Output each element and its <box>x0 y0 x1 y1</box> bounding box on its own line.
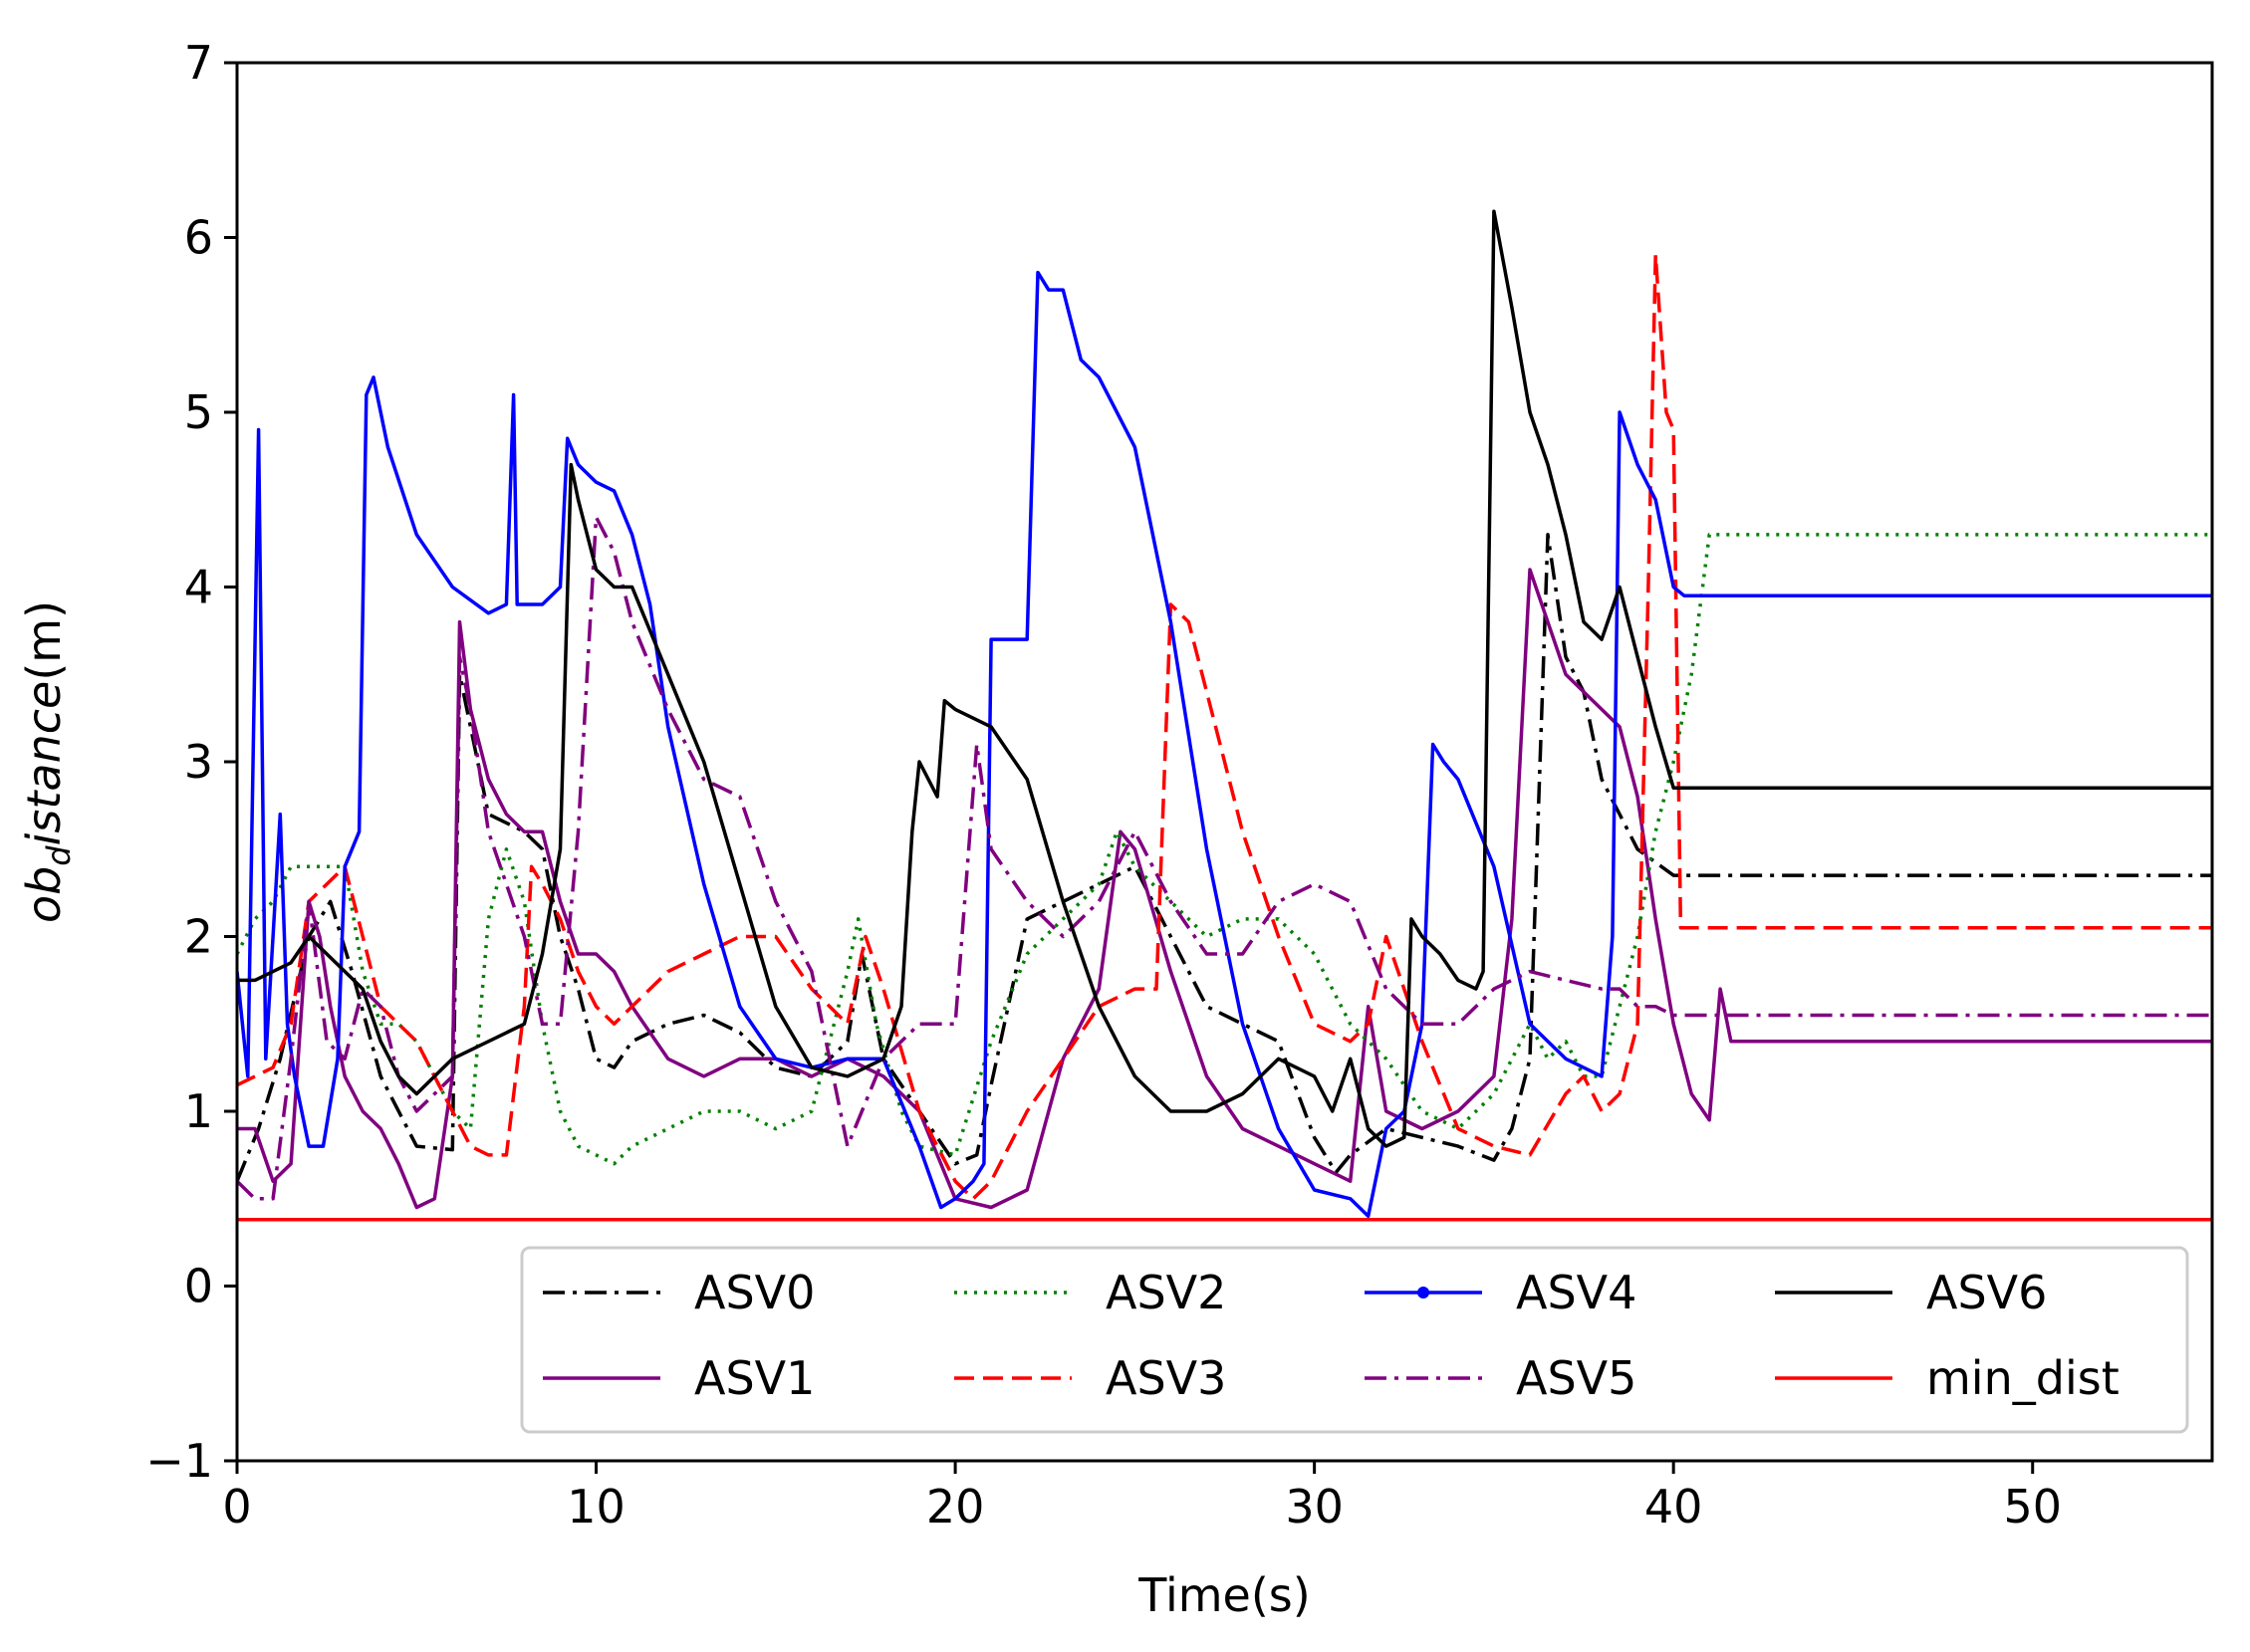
y-axis-label: obdistance(m) <box>17 600 78 923</box>
legend: ASV0 ASV1 ASV2 ASV3 ASV4 ASV5 ASV6 min_dist <box>520 1246 2189 1434</box>
x-tick-label: 10 <box>567 1480 625 1534</box>
y-tick-label: 5 <box>184 385 213 439</box>
series-line-asv1 <box>237 568 2212 1210</box>
legend-entry-asv2: ASV2 <box>954 1266 1226 1319</box>
legend-entry-asv4: ASV4 <box>1365 1266 1636 1319</box>
x-axis-label: Time(s) <box>1137 1568 1310 1622</box>
legend-label: min_dist <box>1926 1351 2120 1405</box>
y-tick-label: 4 <box>184 561 213 614</box>
legend-entry-asv5: ASV5 <box>1365 1351 1636 1405</box>
y-label-unit: (m) <box>17 600 71 681</box>
y-tick-label: 6 <box>184 211 213 265</box>
legend-label: ASV3 <box>1106 1351 1226 1405</box>
legend-box <box>520 1246 2189 1434</box>
y-tick-label: −1 <box>145 1434 213 1488</box>
legend-entry-asv1: ASV1 <box>543 1351 815 1405</box>
x-tick-label: 30 <box>1285 1480 1344 1534</box>
x-tick-label: 20 <box>926 1480 985 1534</box>
x-tick-label: 40 <box>1644 1480 1703 1534</box>
legend-label: ASV1 <box>694 1351 815 1405</box>
y-tick-label: 7 <box>184 36 213 90</box>
legend-marker <box>1417 1287 1429 1298</box>
legend-label: ASV0 <box>694 1266 815 1319</box>
series-line-asv0 <box>237 533 2212 1182</box>
legend-label: ASV5 <box>1516 1351 1636 1405</box>
y-label-subscript: d <box>40 845 78 866</box>
y-label-suffix: istance <box>17 681 71 846</box>
series-layer <box>237 209 2212 1222</box>
legend-entry-asv6: ASV6 <box>1775 1266 2047 1319</box>
y-tick-label: 0 <box>184 1260 213 1313</box>
x-tick-label: 50 <box>2003 1480 2062 1534</box>
legend-entry-min-dist: min_dist <box>1775 1351 2120 1405</box>
series-line-asv6 <box>237 209 2212 1148</box>
x-tick-label: 0 <box>222 1480 251 1534</box>
legend-label: ASV6 <box>1926 1266 2047 1319</box>
series-line-asv2 <box>237 533 2212 1166</box>
y-tick-label: 3 <box>184 735 213 789</box>
legend-entry-asv3: ASV3 <box>954 1351 1226 1405</box>
series-line-asv3 <box>237 253 2212 1201</box>
y-label-prefix: ob <box>17 866 71 923</box>
y-tick-label: 1 <box>184 1084 213 1138</box>
y-tick-label: 2 <box>184 910 213 964</box>
axes-layer: 0 10 20 30 40 50−101234567Time(s)obdistance(m… <box>17 36 2214 1622</box>
legend-entry-asv0: ASV0 <box>543 1266 815 1319</box>
legend-label: ASV2 <box>1106 1266 1226 1319</box>
legend-label: ASV4 <box>1516 1266 1636 1319</box>
